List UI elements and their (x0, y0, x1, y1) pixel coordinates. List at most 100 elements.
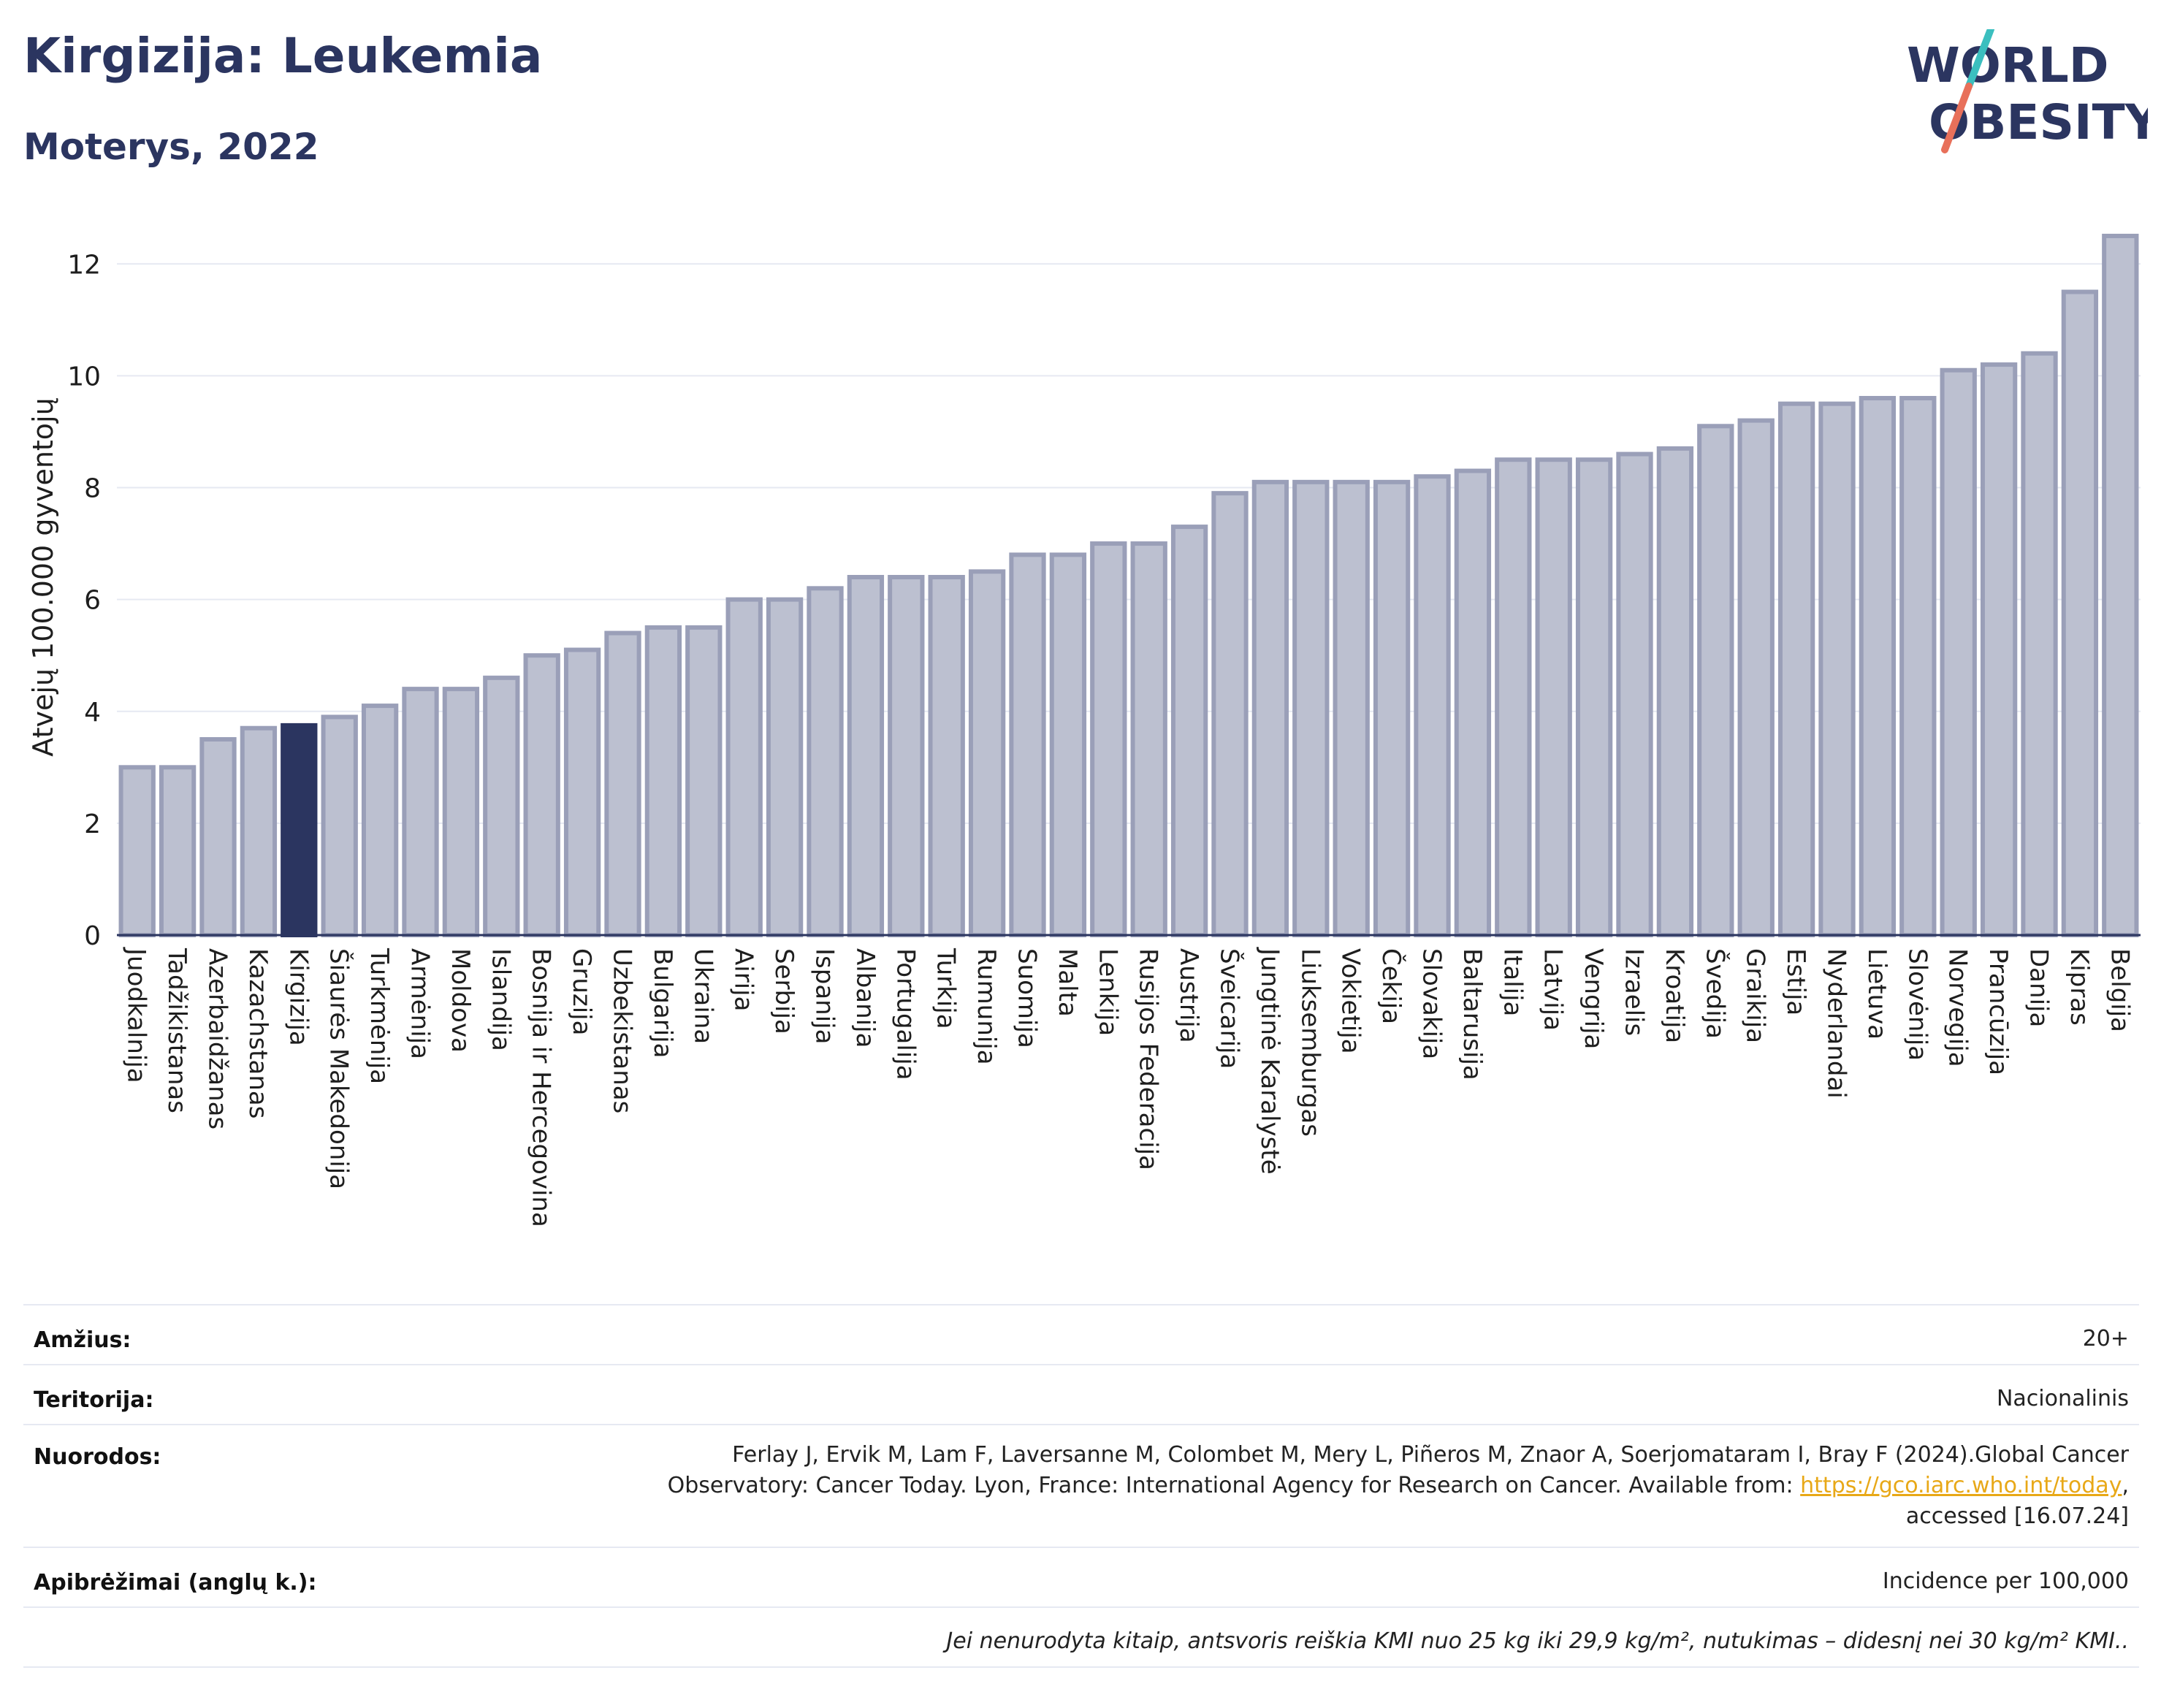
x-tick-label: Ispanija (810, 948, 839, 1044)
bar (1090, 541, 1127, 937)
meta-row-definitions: Apibrėžimai (anglų k.): Incidence per 10… (23, 1547, 2139, 1608)
x-tick-label: Lenkija (1093, 948, 1122, 1036)
x-tick-label: Jungtinė Karalystė (1255, 947, 1284, 1175)
bar (1454, 468, 1492, 937)
bar (240, 725, 278, 937)
definitions-value: Incidence per 100,000 (1882, 1568, 2129, 1594)
bar (1211, 491, 1249, 937)
x-tick-label: Moldova (446, 948, 475, 1053)
bars (118, 233, 2139, 937)
bar (1980, 362, 2018, 937)
reference-link[interactable]: https://gco.iarc.who.int/today (1800, 1473, 2122, 1498)
x-tick-label: Tadžikistanas (162, 948, 191, 1113)
y-axis-title: Atvejų 100.000 gyventojų (27, 397, 59, 756)
bar (644, 625, 682, 937)
references-line-1: Ferlay J, Ervik M, Lam F, Laversanne M, … (732, 1442, 2129, 1468)
x-tick-label: Austrija (1174, 948, 1203, 1043)
bar (1130, 541, 1167, 937)
x-tick-label: Uzbekistanas (608, 948, 637, 1113)
bar-highlight (281, 723, 318, 937)
y-tick-label: 0 (84, 921, 101, 951)
bar-chart: 0 2 4 6 8 10 12 Juodkalnija Tadžikistanas Azerba… (27, 233, 2141, 1227)
bar (563, 647, 601, 937)
bar (2102, 233, 2139, 937)
bar (402, 687, 439, 937)
metadata-table: Amžius: 20+ Teritorija: Nacionalinis Nuo… (23, 1304, 2139, 1684)
meta-row-territory: Teritorija: Nacionalinis (23, 1364, 2139, 1425)
x-tick-label: Serbija (769, 948, 799, 1034)
bar (1940, 367, 1977, 937)
references-line-2: Observatory: Cancer Today. Lyon, France:… (667, 1473, 2129, 1498)
y-tick-label: 4 (84, 698, 101, 728)
x-tick-label: Turkmėnija (365, 948, 394, 1084)
x-tick-label: Juodkalnija (122, 947, 151, 1083)
x-tick-label: Armėnija (405, 948, 435, 1059)
x-tick-label: Lietuva (1862, 948, 1891, 1040)
bar (1656, 446, 1694, 937)
x-tick-label: Ukraina (688, 948, 717, 1044)
bar (483, 675, 520, 937)
bar (766, 597, 804, 937)
world-obesity-logo: WORLD OBESITY (1907, 29, 2148, 153)
bar (1251, 479, 1289, 937)
x-tick-label: Bulgarija (648, 948, 677, 1058)
bar (321, 714, 358, 937)
svg-text:WORLD: WORLD (1907, 37, 2109, 94)
meta-row-age: Amžius: 20+ (23, 1304, 2139, 1365)
x-tick-label: Izraelis (1620, 948, 1649, 1036)
page-subtitle: Moterys, 2022 (23, 126, 319, 168)
page-title: Kirgizija: Leukemia (23, 28, 543, 84)
definitions-label: Apibrėžimai (anglų k.): (34, 1570, 317, 1595)
y-axis: 0 2 4 6 8 10 12 (67, 250, 101, 951)
x-tick-label: Albanija (850, 948, 880, 1048)
bar (1495, 457, 1532, 937)
x-tick-label: Danija (2024, 948, 2054, 1027)
bar (199, 737, 237, 937)
bar (1009, 552, 1046, 937)
x-tick-label: Portugalija (891, 948, 920, 1080)
bar (1535, 457, 1572, 937)
meta-row-note: Jei nenurodyta kitaip, antsvoris reiškia… (23, 1606, 2139, 1668)
x-tick-label: Prancūzija (1983, 948, 2013, 1075)
x-tick-label: Kroatija (1660, 948, 1689, 1043)
footnote: Jei nenurodyta kitaip, antsvoris reiškia… (946, 1628, 2129, 1654)
x-tick-label: Islandija (486, 948, 515, 1051)
x-tick-label: Gruzija (567, 948, 596, 1035)
x-tick-label: Graikija (1741, 948, 1770, 1043)
y-tick-label: 10 (67, 362, 101, 392)
age-value: 20+ (2082, 1326, 2129, 1351)
y-tick-label: 2 (84, 809, 101, 839)
territory-label: Teritorija: (34, 1387, 154, 1413)
x-tick-label: Malta (1053, 948, 1082, 1017)
x-tick-label: Rumunija (972, 948, 1001, 1065)
x-tick-label: Slovėnija (1902, 948, 1932, 1061)
meta-row-references: Nuorodos: Ferlay J, Ervik M, Lam F, Lave… (23, 1424, 2139, 1548)
bar (968, 569, 1006, 937)
x-tick-label: Suomija (1013, 948, 1042, 1048)
bar (118, 765, 156, 937)
bar (888, 575, 925, 937)
bar (807, 586, 844, 937)
bar (1575, 457, 1613, 937)
bar (1373, 479, 1411, 937)
y-tick-label: 6 (84, 586, 101, 616)
bar (1049, 552, 1087, 937)
bar (847, 575, 885, 937)
x-tick-label: Latvija (1539, 948, 1568, 1031)
bar (1616, 451, 1653, 937)
bar (1333, 479, 1370, 937)
x-tick-label: Kipras (2065, 948, 2094, 1026)
bar (1777, 401, 1815, 937)
age-label: Amžius: (34, 1327, 132, 1353)
bar (1170, 525, 1208, 937)
x-tick-label: Vengrija (1579, 948, 1608, 1049)
bar (1292, 479, 1330, 937)
references-line-3: accessed [16.07.24] (1905, 1503, 2129, 1529)
x-tick-label: Švedija (1700, 948, 1730, 1039)
x-tick-label: Italija (1498, 948, 1527, 1016)
x-tick-label: Vokietija (1336, 948, 1365, 1054)
x-tick-label: Airija (729, 948, 758, 1011)
references-value: Ferlay J, Ervik M, Lam F, Laversanne M, … (668, 1440, 2129, 1532)
bar (442, 687, 480, 937)
bar (159, 765, 197, 937)
